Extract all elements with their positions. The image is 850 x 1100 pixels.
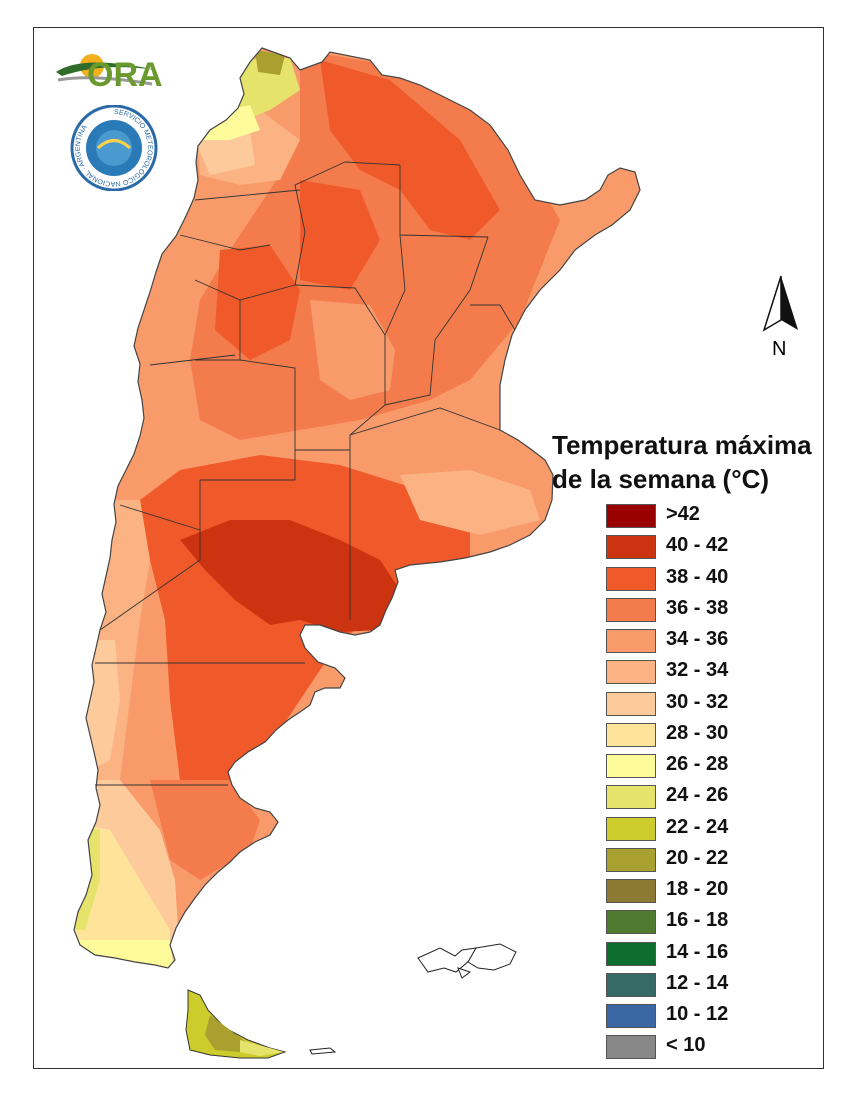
north-arrow	[758, 274, 804, 364]
legend-swatch	[606, 941, 656, 966]
north-arrow-label: N	[772, 338, 787, 360]
legend-swatch	[606, 972, 656, 997]
legend-title-line-1: Temperatura máxima	[552, 430, 812, 460]
legend-label: 30 - 32	[666, 690, 729, 713]
legend-label: 28 - 30	[666, 721, 729, 744]
legend-swatch	[606, 816, 656, 841]
legend-label: 40 - 42	[666, 534, 729, 557]
legend-swatch	[606, 629, 656, 653]
legend-swatch	[606, 504, 656, 528]
legend-swatch	[606, 691, 656, 716]
legend-swatch	[606, 535, 656, 560]
legend-swatch	[606, 910, 656, 935]
legend-title: Temperatura máxima de la semana (°C)	[552, 428, 822, 496]
smn-seal: SERVICIO METEOROLÓGICO NACIONAL · ARGENT…	[68, 104, 160, 192]
legend-label: 16 - 18	[666, 909, 729, 932]
ora-logo: ORA	[52, 44, 163, 94]
legend-label: 10 - 12	[666, 1003, 729, 1025]
legend-label: 20 - 22	[666, 846, 729, 869]
legend-swatch	[606, 1035, 656, 1060]
legend-label: 36 - 38	[666, 596, 729, 619]
legend-swatch	[606, 722, 656, 747]
legend-swatch	[606, 847, 656, 872]
legend-swatch	[606, 660, 656, 685]
malvinas-islands	[417, 943, 517, 979]
legend-label: 22 - 24	[666, 815, 729, 838]
legend-swatch	[606, 597, 656, 622]
legend-title-line-2: de la semana (°C)	[552, 464, 770, 494]
ora-logo-text: ORA	[87, 56, 162, 94]
legend-label: 14 - 16	[666, 940, 729, 963]
legend-swatch	[606, 1004, 656, 1028]
legend-label: 24 - 26	[666, 784, 729, 807]
legend-swatch	[606, 785, 656, 810]
legend-label: 32 - 34	[666, 659, 729, 682]
legend-label: < 10	[666, 1034, 706, 1057]
legend-swatch	[606, 754, 656, 778]
legend-swatch	[606, 879, 656, 903]
legend-label: >42	[666, 503, 700, 525]
tierra-del-fuego	[185, 989, 337, 1059]
legend-label: 12 - 14	[666, 971, 729, 994]
legend-label: 18 - 20	[666, 878, 729, 900]
legend-swatch	[606, 566, 656, 591]
legend-label: 26 - 28	[666, 753, 729, 775]
legend-label: 38 - 40	[666, 565, 729, 588]
legend-label: 34 - 36	[666, 628, 729, 650]
